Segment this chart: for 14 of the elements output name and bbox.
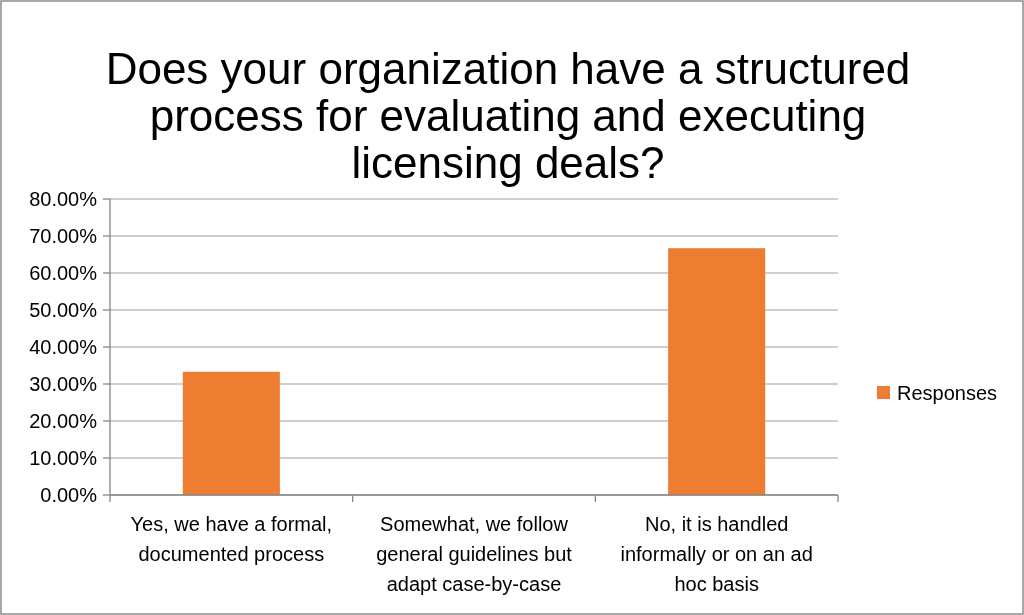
y-tick-label: 40.00% bbox=[29, 336, 98, 358]
y-tick-label: 70.00% bbox=[29, 225, 98, 247]
y-tick-label: 0.00% bbox=[40, 484, 98, 506]
y-tick-label: 60.00% bbox=[29, 262, 98, 284]
y-tick-label: 30.00% bbox=[29, 373, 98, 395]
y-tick-label: 80.00% bbox=[29, 188, 98, 210]
x-tick-label: Somewhat, we follow general guidelines but adapt case-by-case bbox=[376, 513, 573, 595]
x-tick-label: Yes, we have a formal, documented process bbox=[130, 513, 333, 565]
y-tick-label: 50.00% bbox=[29, 299, 98, 321]
y-tick-label: 10.00% bbox=[29, 447, 98, 469]
x-tick-label: No, it is handled informally or on an ad hoc basis bbox=[620, 513, 813, 595]
legend-label: Responses bbox=[897, 382, 998, 404]
y-tick-label: 20.00% bbox=[29, 410, 98, 432]
chart-title: Does your organization have a structured process for evaluating and executing licensing deals? bbox=[105, 44, 911, 187]
